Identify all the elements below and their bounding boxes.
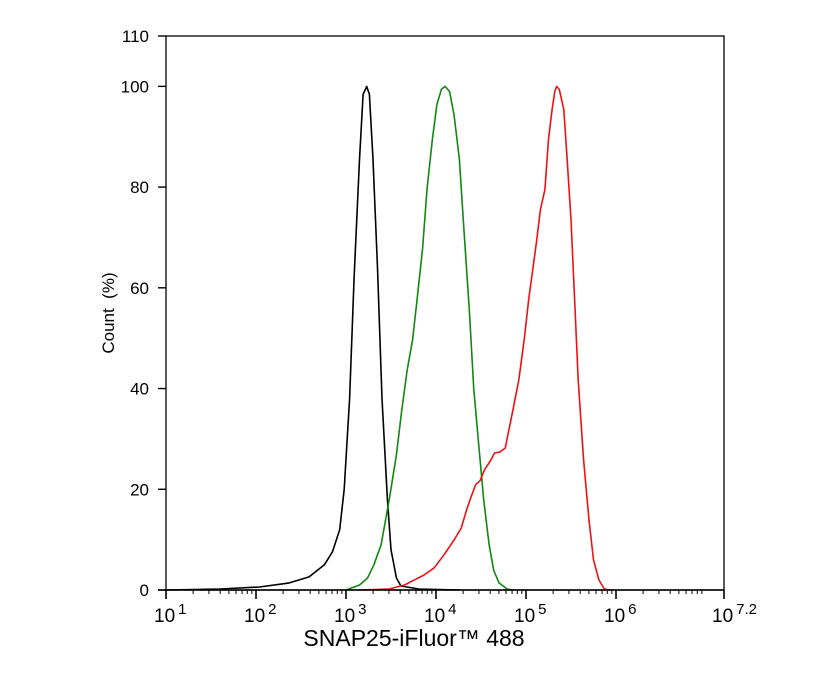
series-red-curve xyxy=(359,85,611,591)
series-black-curve xyxy=(165,85,460,591)
y-tick-label: 80 xyxy=(130,178,149,197)
x-tick-label: 10 4 xyxy=(424,601,456,627)
x-tick-exponent: 3 xyxy=(358,601,366,618)
x-tick-base: 10 xyxy=(424,606,445,627)
y-tick-label: 0 xyxy=(140,581,149,600)
x-tick-exponent: 4 xyxy=(448,601,456,618)
y-tick-label: 20 xyxy=(130,480,149,499)
x-tick-exponent: 7.2 xyxy=(736,601,757,618)
x-tick-base: 10 xyxy=(334,606,355,627)
y-tick-label: 110 xyxy=(122,27,149,46)
y-tick-label: 60 xyxy=(130,279,149,298)
x-axis: 10 1 10 2 10 3 10 4 10 5 10 6 10 7.2 xyxy=(154,589,757,627)
y-tick-label: 40 xyxy=(130,380,149,399)
x-tick-label: 10 7.2 xyxy=(712,601,757,627)
x-tick-label: 10 2 xyxy=(244,601,276,627)
x-tick-base: 10 xyxy=(154,606,175,627)
x-tick-base: 10 xyxy=(514,606,535,627)
x-tick-label: 10 3 xyxy=(334,601,366,627)
x-tick-label: 10 5 xyxy=(514,601,546,627)
y-axis-label: Count (%) xyxy=(99,272,118,353)
x-axis-label: SNAP25-iFluor™ 488 xyxy=(303,625,524,651)
x-tick-base: 10 xyxy=(712,606,733,627)
x-tick-base: 10 xyxy=(244,606,265,627)
y-axis: 0 20 40 60 80 100 110 xyxy=(121,27,166,600)
x-tick-label: 10 6 xyxy=(604,601,636,627)
x-tick-base: 10 xyxy=(604,606,625,627)
x-tick-exponent: 5 xyxy=(538,601,546,618)
x-tick-exponent: 2 xyxy=(268,601,276,618)
x-tick-label: 10 1 xyxy=(154,601,186,627)
plot-frame xyxy=(165,35,725,591)
y-tick-label: 100 xyxy=(121,77,149,96)
x-tick-exponent: 1 xyxy=(178,601,186,618)
x-tick-exponent: 6 xyxy=(628,601,636,618)
series-curves xyxy=(165,85,611,591)
series-green-curve xyxy=(345,85,514,591)
